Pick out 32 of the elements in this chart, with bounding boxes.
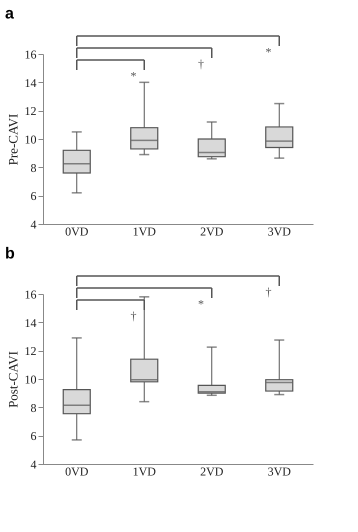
- y-tick-label: 12: [24, 104, 36, 118]
- y-tick-label: 14: [24, 76, 36, 90]
- y-tick-label: 12: [24, 344, 36, 358]
- y-axis-title: Pre-CAVI: [6, 114, 20, 166]
- x-tick-label: 0VD: [65, 464, 89, 478]
- y-tick-label: 6: [30, 429, 36, 444]
- annotation: †: [265, 285, 272, 299]
- y-tick-label: 6: [30, 189, 36, 204]
- y-tick-label: 8: [30, 400, 36, 415]
- y-tick-label: 4: [30, 218, 36, 232]
- annotation: †: [198, 57, 204, 71]
- x-tick-label: 3VD: [268, 464, 292, 478]
- x-tick-label: 2VD: [200, 464, 224, 478]
- x-tick-label: 3VD: [268, 224, 292, 238]
- y-tick-label: 14: [24, 316, 36, 330]
- y-tick-label: 16: [24, 48, 36, 62]
- annotation: *: [130, 69, 136, 83]
- y-tick-label: 10: [24, 372, 36, 386]
- x-tick-label: 0VD: [65, 224, 89, 238]
- chart-title: a: [5, 5, 14, 22]
- y-tick-label: 4: [30, 458, 36, 472]
- annotation: †: [130, 309, 136, 323]
- x-tick-label: 1VD: [132, 464, 156, 478]
- chart-title: b: [5, 245, 15, 262]
- y-tick-label: 16: [24, 288, 36, 302]
- y-tick-label: 8: [30, 160, 36, 175]
- annotation: *: [265, 45, 272, 59]
- y-tick-label: 10: [24, 132, 36, 146]
- x-tick-label: 2VD: [200, 224, 224, 238]
- x-tick-label: 1VD: [132, 224, 156, 238]
- y-axis-title: Post-CAVI: [6, 351, 20, 408]
- annotation: *: [198, 297, 204, 311]
